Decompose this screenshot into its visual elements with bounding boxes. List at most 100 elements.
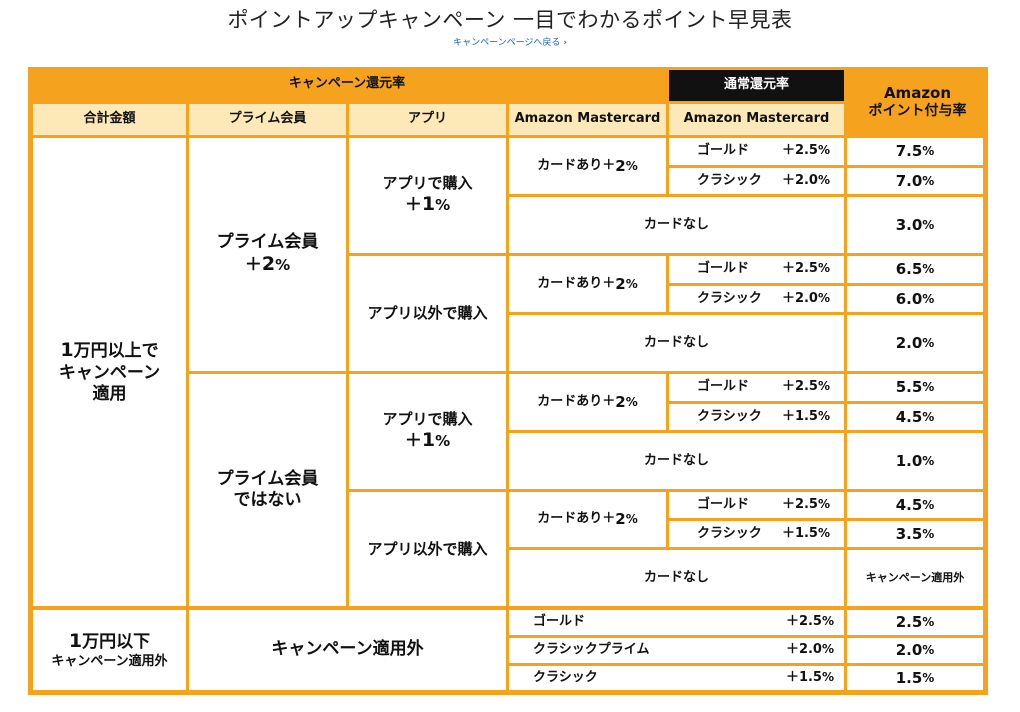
under-not-applicable-cell: キャンペーン適用外 (189, 610, 506, 690)
card-yes-num-3: 2 (615, 392, 626, 411)
rate-g3-gold: 5.5% (847, 374, 983, 401)
gold-row-4: ゴールド ＋2.5% (669, 492, 844, 518)
under-rate-gold: 2.5% (847, 610, 983, 635)
under-gold-plus-pct: % (821, 614, 834, 629)
card-none-cell-4: カードなし (509, 550, 844, 606)
classic-plus-3: ＋1.5 (781, 408, 818, 424)
card-yes-pct-1: % (625, 158, 638, 173)
card-none-cell-2: カードなし (509, 315, 844, 371)
page-title: ポイントアップキャンペーン 一目でわかるポイント早見表 (227, 8, 793, 32)
total-under-line2: キャンペーン適用外 (51, 653, 168, 669)
rate-g1-gold-pct: % (922, 144, 935, 158)
total-over-line3: 適用 (92, 383, 127, 404)
prime-no-line2: ではない (233, 490, 302, 510)
card-yes-pct-4: % (625, 512, 638, 526)
classic-plus-2: ＋2.0 (781, 290, 818, 306)
gold-row-1: ゴールド ＋2.5% (669, 138, 844, 165)
rate-g4-none-not-applicable: キャンペーン適用外 (847, 550, 983, 606)
rate-g3-gold-value: 5.5 (895, 378, 923, 397)
card-none-cell-1: カードなし (509, 197, 844, 253)
under-rate-gold-value: 2.5 (895, 613, 923, 632)
under-classic-prime-plus-pct: % (821, 642, 834, 657)
classic-row-3: クラシック ＋1.5% (669, 404, 844, 430)
rate-g3-classic-value: 4.5 (895, 407, 923, 426)
under-gold-row: ゴールド ＋2.5% (509, 610, 844, 635)
chevron-right-icon: › (563, 38, 567, 48)
header-normal-rate: 通常還元率 (669, 70, 844, 101)
gold-row-2: ゴールド ＋2.5% (669, 256, 844, 283)
under-rate-classic: 1.5% (847, 666, 983, 690)
rate-g2-none-value: 2.0 (895, 333, 923, 352)
back-to-campaign-link[interactable]: キャンペーンページへ戻る › (0, 35, 1020, 48)
card-yes-text-1: カードあり＋ (537, 157, 616, 173)
gold-row-3: ゴールド ＋2.5% (669, 374, 844, 401)
app-yes-num-2: 1 (421, 429, 436, 451)
rate-g4-gold-pct: % (922, 497, 935, 512)
rate-g2-none: 2.0% (847, 315, 983, 371)
rate-g3-classic: 4.5% (847, 404, 983, 430)
back-link-label[interactable]: キャンペーンページへ戻る (453, 38, 561, 48)
rate-g2-classic: 6.0% (847, 286, 983, 312)
total-over-line2: キャンペーン (58, 362, 161, 383)
gold-plus-4: ＋2.5 (781, 496, 818, 512)
card-none-cell-3: カードなし (509, 433, 844, 489)
card-yes-num-4: 2 (615, 510, 626, 529)
header-total-amount: 合計金額 (33, 104, 186, 135)
non-app-purchase-cell-1: アプリ以外で購入 (349, 256, 506, 371)
under-classic-prime-row: クラシックプライム ＋2.0% (509, 638, 844, 663)
classic-label-2: クラシック (697, 290, 762, 306)
rate-g2-classic-value: 6.0 (895, 289, 923, 308)
total-under-10k-cell: 1万円以下 キャンペーン適用外 (33, 610, 186, 690)
rate-g1-gold-value: 7.5 (895, 142, 923, 161)
rate-g1-classic-value: 7.0 (895, 171, 923, 190)
rate-g4-classic-value: 3.5 (895, 524, 923, 543)
header-app: アプリ (349, 104, 506, 135)
card-yes-text-3: カードあり＋ (537, 393, 616, 409)
header-mastercard-normal: Amazon Mastercard (669, 104, 844, 135)
gold-plus-pct-1: % (817, 143, 830, 158)
classic-plus-1: ＋2.0 (781, 172, 818, 188)
card-yes-text-4: カードあり＋ (537, 511, 616, 527)
rate-g1-gold: 7.5% (847, 138, 983, 165)
prime-yes-plus: ＋ (244, 255, 262, 276)
classic-plus-pct-4: % (817, 525, 830, 540)
classic-plus-pct-2: % (817, 290, 830, 305)
app-yes-num: 1 (421, 193, 436, 215)
app-purchase-cell-2: アプリで購入 ＋1% (349, 374, 506, 489)
rate-g4-gold-value: 4.5 (895, 495, 923, 514)
rate-g3-classic-pct: % (922, 409, 935, 424)
rate-g2-gold-pct: % (922, 262, 935, 276)
gold-label-2: ゴールド (697, 261, 750, 277)
card-yes-num-2: 2 (615, 274, 626, 293)
card-yes-text-2: カードあり＋ (537, 275, 616, 291)
app-purchase-cell-1: アプリで購入 ＋1% (349, 138, 506, 253)
classic-label-1: クラシック (697, 172, 762, 188)
under-rate-classic-value: 1.5 (895, 668, 923, 687)
rate-g1-none-pct: % (922, 217, 935, 232)
under-rate-gold-pct: % (922, 615, 935, 629)
gold-plus-3: ＋2.5 (781, 379, 818, 395)
header-campaign-rate: キャンペーン還元率 (28, 67, 666, 101)
rate-g1-none: 3.0% (847, 197, 983, 253)
under-classic-plus: ＋1.5 (785, 669, 822, 685)
app-yes-line1: アプリで購入 (382, 174, 473, 193)
total-under-line1: 万円以下 (82, 632, 151, 652)
classic-label-4: クラシック (697, 525, 762, 541)
gold-label-4: ゴールド (697, 496, 750, 512)
total-over-num: 1 (60, 338, 74, 361)
app-yes-pct-2: % (435, 432, 451, 450)
under-rate-classic-prime: 2.0% (847, 638, 983, 663)
app-yes-pct: % (435, 196, 451, 214)
under-classic-plus-pct: % (821, 669, 834, 684)
under-gold-label: ゴールド (533, 614, 586, 630)
header-prime: プライム会員 (189, 104, 346, 135)
card-yes-cell-4: カードあり＋ 2% (509, 492, 666, 547)
classic-plus-4: ＋1.5 (781, 525, 818, 541)
rate-g4-classic-pct: % (922, 526, 935, 541)
under-classic-row: クラシック ＋1.5% (509, 666, 844, 690)
under-rate-classic-prime-value: 2.0 (895, 641, 923, 660)
total-over-line1: 万円以上で (73, 340, 159, 361)
card-yes-pct-3: % (625, 394, 638, 409)
classic-plus-pct-3: % (817, 408, 830, 423)
total-over-10k-cell: 1万円以上で キャンペーン 適用 (33, 138, 186, 606)
